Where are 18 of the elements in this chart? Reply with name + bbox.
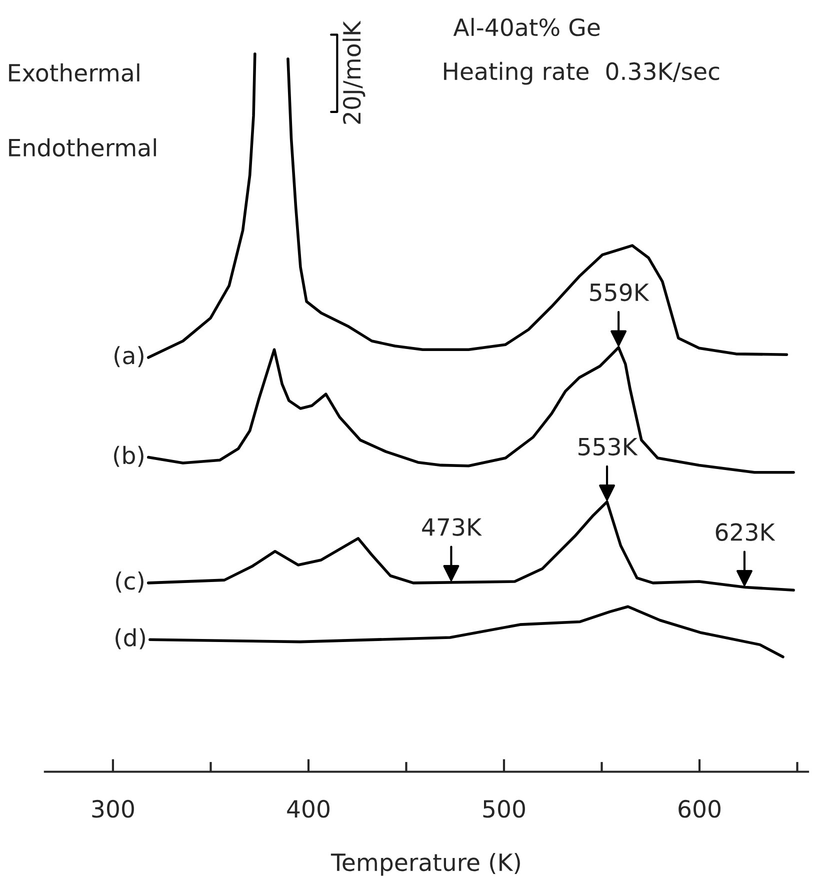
series-label: (b) <box>114 446 144 467</box>
annotation: 473K <box>422 518 482 536</box>
x-tick-label: 500 <box>483 800 525 818</box>
annotation: 553K <box>578 438 638 456</box>
text: Al-40at% Ge <box>453 18 600 36</box>
x-tick-label: 300 <box>92 800 134 818</box>
annotation: 559K <box>590 283 650 302</box>
series-label: (d) <box>116 628 145 650</box>
annotation: Endothermal <box>9 138 156 157</box>
annotation: 20J/molK <box>342 20 366 124</box>
series-label: (a) <box>114 346 144 368</box>
annotation: Heating rate 0.33K/sec <box>444 62 720 85</box>
annotation: 623K <box>716 523 776 541</box>
x-axis-title: Temperature (K) <box>330 852 520 876</box>
series-label: (c) <box>116 572 144 593</box>
x-tick-label: 400 <box>287 800 330 818</box>
x-tick-label: 600 <box>678 800 720 818</box>
annotation: Exothermal <box>9 63 140 82</box>
